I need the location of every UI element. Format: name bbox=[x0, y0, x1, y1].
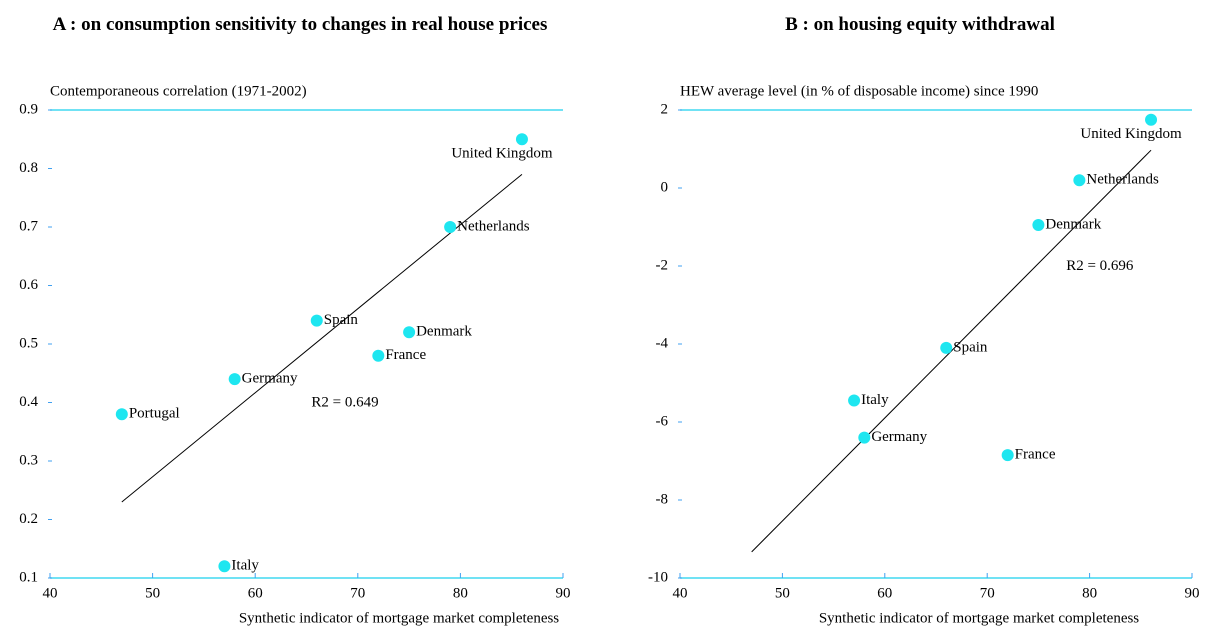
point-label: Denmark bbox=[1045, 216, 1101, 232]
point-label: Italy bbox=[861, 392, 889, 408]
point bbox=[1145, 113, 1158, 126]
y-tick-label: -10 bbox=[648, 569, 668, 585]
point bbox=[1032, 219, 1045, 232]
y-tick-label: 0.7 bbox=[19, 218, 38, 234]
x-tick-label: 90 bbox=[556, 585, 571, 601]
y-tick-label: 0.5 bbox=[19, 335, 38, 351]
point bbox=[444, 221, 457, 233]
y-tick-label: 0.1 bbox=[19, 569, 38, 585]
y-tick-label: 0.8 bbox=[19, 160, 38, 176]
x-tick-label: 80 bbox=[453, 585, 468, 601]
point-label: Germany bbox=[242, 371, 298, 387]
point bbox=[228, 373, 241, 386]
point-label: Italy bbox=[231, 558, 259, 574]
point bbox=[848, 394, 861, 407]
x-tick-label: 70 bbox=[350, 585, 365, 601]
y-axis-label: HEW average level (in % of disposable in… bbox=[680, 83, 1038, 99]
x-tick-label: 40 bbox=[43, 585, 58, 601]
x-axis-label: Synthetic indicator of mortgage market c… bbox=[819, 610, 1139, 626]
point bbox=[403, 326, 416, 339]
y-tick-label: 0.2 bbox=[19, 511, 38, 527]
point-label: Portugal bbox=[129, 406, 180, 422]
x-axis-label: Synthetic indicator of mortgage market c… bbox=[239, 610, 559, 626]
point-label: Germany bbox=[871, 429, 927, 445]
y-tick-label: 0 bbox=[661, 179, 669, 195]
x-tick-label: 50 bbox=[145, 585, 160, 601]
x-tick-label: 50 bbox=[775, 585, 790, 601]
point bbox=[515, 133, 528, 146]
point bbox=[372, 349, 385, 362]
point-label: Netherlands bbox=[1086, 172, 1159, 188]
point bbox=[1073, 174, 1086, 187]
point bbox=[115, 408, 128, 421]
annotation: R2 = 0.649 bbox=[311, 394, 378, 410]
y-tick-label: 0.4 bbox=[19, 394, 38, 410]
chart-title: B : on housing equity withdrawal bbox=[785, 14, 1055, 35]
y-tick-label: -8 bbox=[656, 491, 669, 507]
y-tick-label: -6 bbox=[656, 413, 669, 429]
point-label: Spain bbox=[953, 339, 988, 355]
point-label: Netherlands bbox=[457, 218, 530, 234]
y-tick-label: -2 bbox=[656, 257, 669, 273]
point bbox=[940, 341, 953, 354]
x-tick-label: 60 bbox=[877, 585, 892, 601]
x-tick-label: 70 bbox=[980, 585, 995, 601]
y-tick-label: -4 bbox=[656, 335, 669, 351]
x-tick-label: 60 bbox=[248, 585, 263, 601]
x-tick-label: 90 bbox=[1185, 585, 1200, 601]
point bbox=[310, 314, 323, 327]
y-tick-label: 2 bbox=[661, 101, 669, 117]
y-axis-label: Contemporaneous correlation (1971-2002) bbox=[50, 83, 307, 99]
point-label: United Kingdom bbox=[451, 146, 553, 162]
chart-title: A : on consumption sensitivity to change… bbox=[52, 14, 548, 35]
y-tick-label: 0.9 bbox=[19, 101, 38, 117]
point bbox=[858, 431, 871, 444]
point-label: Spain bbox=[324, 312, 359, 328]
point-label: Denmark bbox=[416, 324, 472, 340]
point bbox=[1001, 449, 1014, 462]
point bbox=[218, 560, 231, 573]
x-tick-label: 80 bbox=[1082, 585, 1097, 601]
x-tick-label: 40 bbox=[673, 585, 688, 601]
point-label: France bbox=[385, 347, 426, 363]
annotation: R2 = 0.696 bbox=[1066, 258, 1134, 274]
point-label: United Kingdom bbox=[1080, 126, 1182, 142]
y-tick-label: 0.6 bbox=[19, 277, 38, 293]
point-label: France bbox=[1015, 447, 1056, 463]
y-tick-label: 0.3 bbox=[19, 452, 38, 468]
